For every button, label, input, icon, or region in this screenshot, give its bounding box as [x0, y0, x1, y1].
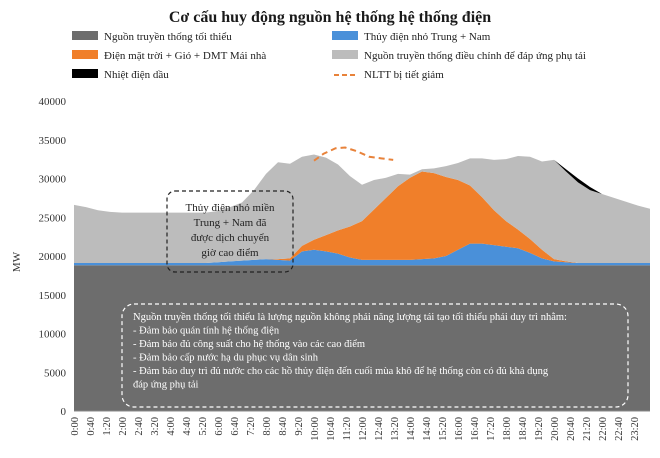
y-axis-label: MW: [11, 251, 23, 272]
x-tick-label: 4:00: [166, 417, 177, 436]
legend-label: Điện mặt trời + Gió + DMT Mái nhà: [104, 50, 266, 62]
legend-label: Thủy điện nhỏ Trung + Nam: [364, 31, 491, 43]
note-line: đáp ứng phụ tải: [133, 380, 199, 391]
x-tick-label: 0:40: [86, 417, 97, 436]
x-tick-label: 12:00: [358, 417, 369, 441]
y-tick-label: 0: [61, 406, 67, 418]
x-tick-label: 22:40: [614, 417, 625, 441]
legend-label: Nguồn truyền thống tối thiểu: [104, 31, 232, 43]
legend: Nguồn truyền thống tối thiểu Thủy điện nh…: [72, 31, 586, 81]
x-tick-label: 19:20: [534, 417, 545, 441]
x-tick-label: 11:20: [342, 417, 353, 441]
shift-annotation-line: Thủy điện nhỏ miền: [186, 202, 275, 214]
shift-annotation-box: [166, 190, 294, 273]
y-tick-label: 40000: [39, 96, 67, 108]
x-tick-label: 10:00: [310, 417, 321, 441]
x-tick-label: 2:40: [134, 417, 145, 436]
x-tick-label: 2:00: [118, 417, 129, 436]
y-tick-label: 5000: [44, 367, 67, 379]
x-tick-label: 18:40: [518, 417, 529, 441]
x-tick-label: 0:00: [70, 417, 81, 436]
legend-label: NLTT bị tiết giảm: [364, 69, 444, 81]
x-axis: 0:00 0:40 1:20 2:00 2:40 3:20 4:00 4:40 5:20 6:00…: [70, 410, 650, 441]
x-tick-label: 17:20: [486, 417, 497, 441]
x-tick-label: 8:00: [262, 417, 273, 436]
curtailed-line: [313, 146, 394, 162]
x-tick-label: 15:20: [438, 417, 449, 441]
note-line: - Đảm bảo quán tính hệ thống điện: [133, 326, 280, 337]
note-box: [121, 303, 629, 408]
y-tick-label: 35000: [39, 135, 67, 147]
area-series: [74, 154, 650, 263]
legend-label: Nguồn truyền thống điều chỉnh để đáp ứng…: [364, 50, 586, 62]
legend-label: Nhiệt điện dầu: [104, 69, 169, 81]
x-tick-label: 20:00: [550, 417, 561, 441]
legend-swatch: [72, 50, 98, 59]
y-tick-label: 30000: [39, 174, 67, 186]
x-tick-label: 8:40: [278, 417, 289, 436]
area-series: [74, 243, 650, 266]
x-tick-label: 18:00: [502, 417, 513, 441]
x-tick-label: 22:00: [598, 417, 609, 441]
x-tick-label: 3:20: [150, 417, 161, 436]
legend-swatch: [72, 31, 98, 40]
shift-annotation-line: giờ cao điểm: [201, 247, 259, 259]
y-tick-label: 20000: [39, 251, 67, 263]
note-line: - Đảm bảo đủ công suất cho hệ thống vào …: [133, 339, 365, 350]
area-series: [74, 171, 650, 263]
x-tick-label: 4:40: [182, 417, 193, 436]
x-tick-label: 16:00: [454, 417, 465, 441]
x-tick-label: 16:40: [470, 417, 481, 441]
annotations: Thủy điện nhỏ miền Trung + Nam đã được dịc…: [121, 190, 629, 408]
x-tick-label: 6:40: [230, 417, 241, 436]
x-tick-label: 14:00: [406, 417, 417, 441]
x-tick-label: 10:40: [326, 417, 337, 441]
x-tick-label: 6:00: [214, 417, 225, 436]
x-tick-label: 7:20: [246, 417, 257, 436]
y-tick-label: 15000: [39, 290, 67, 302]
y-axis: 0 5000 10000 15000 20000 25000 30000 35000 40000: [39, 96, 67, 418]
legend-swatch: [332, 31, 358, 40]
y-tick-label: 25000: [39, 212, 67, 224]
x-tick-label: 20:40: [566, 417, 577, 441]
x-tick-label: 9:20: [294, 417, 305, 436]
legend-swatch: [72, 69, 98, 78]
shift-annotation-line: Trung + Nam đã: [194, 217, 267, 229]
note-line: Nguồn truyền thống tối thiểu là lượng ng…: [133, 312, 567, 323]
x-tick-label: 13:20: [390, 417, 401, 441]
x-tick-label: 23:20: [630, 417, 641, 441]
y-tick-label: 10000: [39, 329, 67, 341]
area-series: [74, 265, 650, 411]
shift-annotation-line: được dịch chuyển: [191, 232, 270, 244]
plot-area: [74, 146, 650, 411]
note-line: - Đảm bảo cấp nước hạ du phục vụ dân sin…: [133, 353, 319, 364]
x-tick-label: 14:40: [422, 417, 433, 441]
legend-swatch: [332, 50, 358, 59]
x-tick-label: 12:40: [374, 417, 385, 441]
x-tick-label: 1:20: [102, 417, 113, 436]
x-tick-label: 21:20: [582, 417, 593, 441]
chart-title: Cơ cấu huy động nguồn hệ thống hệ thống …: [169, 9, 491, 26]
note-line: - Đảm bảo duy trì đủ nước cho các hồ thủ…: [133, 366, 549, 377]
x-tick-label: 5:20: [198, 417, 209, 436]
